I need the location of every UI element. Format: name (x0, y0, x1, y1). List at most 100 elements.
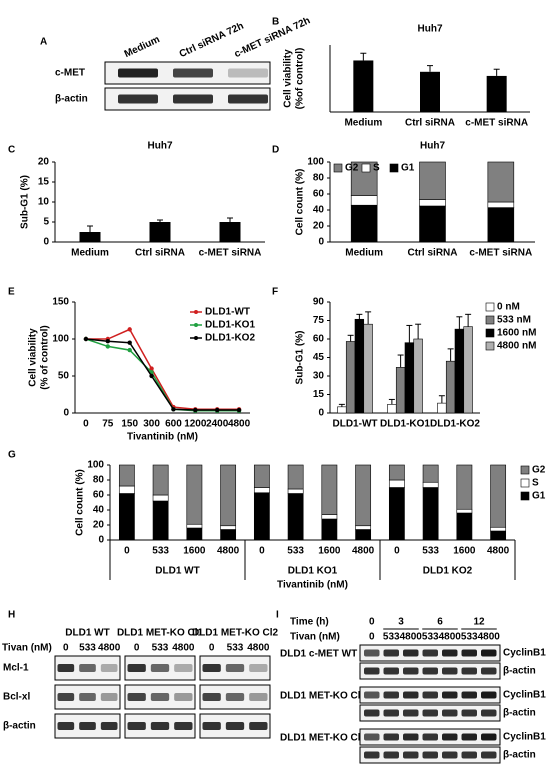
line (85, 338, 240, 411)
bar (354, 318, 365, 414)
legend-label: G1 (532, 491, 546, 502)
dose-tick: 4800 (172, 643, 195, 654)
blot-band (442, 691, 458, 699)
x-tick-label: 1200 (184, 419, 207, 430)
line (85, 338, 240, 412)
y-tick-label: 0 (318, 408, 324, 419)
blot-band (383, 733, 399, 741)
panel-letter: G (8, 450, 16, 461)
blot-band (127, 664, 146, 672)
bar (387, 404, 397, 414)
x-tick-label: DLD1-KO1 (380, 419, 430, 430)
x-axis-label: Tivantinib (nM) (127, 432, 198, 443)
group-label: DLD1 MET-KO Cl1 (117, 628, 204, 639)
y-tick-label: 30 (313, 371, 325, 382)
blot-band (249, 664, 268, 672)
y-axis-label: (% of control) (40, 325, 51, 389)
legend-label: DLD1-WT (205, 307, 250, 318)
x-tick-label: 2400 (206, 419, 229, 430)
bar (337, 406, 347, 414)
chart-title: Huh7 (420, 141, 445, 152)
x-tick-label: 1600 (453, 546, 476, 557)
blot-band (383, 649, 399, 657)
legend-label: 533 nM (497, 315, 531, 326)
bar-segment (487, 201, 515, 208)
blot-band (174, 722, 193, 730)
legend-swatch (520, 478, 530, 488)
bar-segment (355, 464, 372, 527)
blot-band (403, 691, 419, 699)
legend-swatch (520, 491, 530, 501)
y-axis-label: Cell viability (283, 49, 294, 108)
bar-segment (419, 205, 446, 243)
dose-tick: 4800 (478, 632, 501, 643)
marker (214, 407, 220, 413)
x-tick-label: 150 (121, 419, 138, 430)
blot-band (202, 693, 221, 701)
bar-segment (350, 204, 378, 243)
bar-segment (186, 464, 203, 525)
group-label: DLD1 MET-KO Cl2 (192, 628, 279, 639)
chart-title: Huh7 (148, 141, 173, 152)
blot-band (461, 649, 477, 657)
protein-label: CyclinB1 (503, 690, 546, 701)
legend-label: G2 (532, 465, 546, 476)
blot-band (442, 751, 458, 759)
blot-band (403, 709, 419, 717)
x-tick-label: Ctrl siRNA (405, 118, 455, 129)
blot-band (79, 664, 96, 672)
dose-tick: 4800 (439, 632, 462, 643)
legend-swatch (194, 323, 198, 327)
bar-segment (152, 494, 169, 502)
group-label: DLD1 WT (65, 628, 109, 639)
marker (193, 407, 198, 413)
blot-band (79, 722, 96, 730)
legend-label: 4800 nM (497, 341, 536, 352)
blot-band (225, 693, 245, 701)
y-tick-label: 80 (313, 173, 325, 184)
bar (219, 222, 241, 242)
blot-band (383, 667, 399, 675)
bar (353, 60, 374, 112)
panel-letter: A (40, 37, 47, 48)
blot-band (249, 722, 268, 730)
row-label: c-MET (55, 68, 85, 79)
protein-label: CyclinB1 (503, 648, 546, 659)
blot-band (100, 722, 118, 730)
time-tick: 6 (437, 617, 443, 628)
bar-segment (490, 530, 507, 541)
bar-segment (419, 199, 446, 207)
blot-band (442, 667, 458, 675)
blot-band (150, 693, 170, 701)
lane-label: Medium (123, 34, 162, 60)
y-axis-label: (%of control) (295, 48, 306, 110)
x-tick-label: 1600 (183, 546, 206, 557)
bar (445, 360, 456, 414)
x-tick-label: 4800 (352, 546, 375, 557)
dose-tick: 0 (369, 632, 375, 643)
bar-segment (456, 508, 473, 514)
blot-band (100, 664, 118, 672)
dose-tick: 4800 (247, 643, 270, 654)
bar-segment (487, 161, 515, 203)
bar-segment (422, 481, 439, 488)
blot-band (79, 693, 96, 701)
bar-segment (456, 464, 473, 510)
blot-band (481, 751, 497, 759)
bar (454, 328, 465, 414)
x-tick-label: c-MET siRNA (469, 248, 532, 259)
panel-letter: I (276, 610, 279, 621)
blot-band (481, 733, 497, 741)
blot-band (461, 709, 477, 717)
x-tick-label: 4800 (228, 419, 251, 430)
marker (236, 407, 242, 413)
x-tick-label: 0 (259, 546, 265, 557)
blot-band (225, 722, 245, 730)
panel-letter: F (272, 287, 278, 298)
blot-band (150, 722, 170, 730)
legend-swatch (389, 163, 399, 173)
y-tick-label: 5 (43, 217, 49, 228)
x-tick-label: 0 (394, 546, 400, 557)
panel-letter: H (8, 610, 15, 621)
